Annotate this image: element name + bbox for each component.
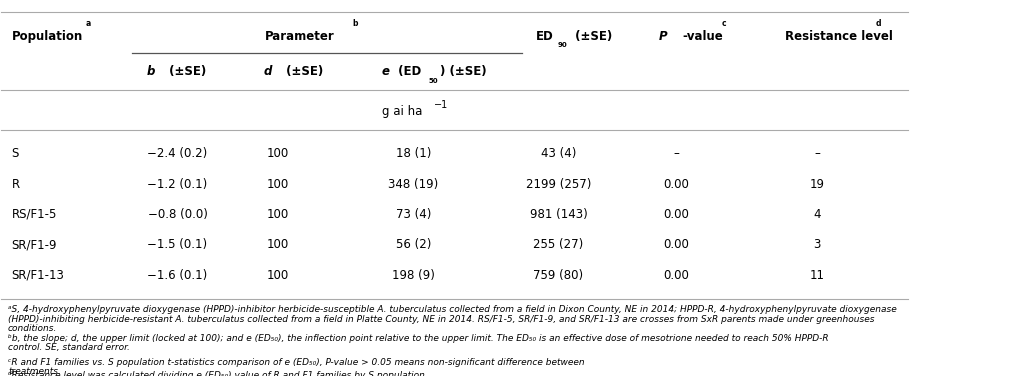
Text: d: d <box>264 65 272 78</box>
Text: P: P <box>658 30 668 42</box>
Text: 0.00: 0.00 <box>663 178 689 191</box>
Text: RS/F1-5: RS/F1-5 <box>11 208 57 221</box>
Text: −1.5 (0.1): −1.5 (0.1) <box>147 238 207 251</box>
Text: 11: 11 <box>810 268 824 282</box>
Text: -value: -value <box>683 30 723 42</box>
Text: 56 (2): 56 (2) <box>395 238 431 251</box>
Text: g ai ha: g ai ha <box>382 105 422 118</box>
Text: Population: Population <box>11 30 83 42</box>
Text: (±SE): (±SE) <box>165 65 206 78</box>
Text: SR/F1-9: SR/F1-9 <box>11 238 57 251</box>
Text: S: S <box>11 147 19 161</box>
Text: Parameter: Parameter <box>265 30 335 42</box>
Text: conditions.: conditions. <box>8 324 57 333</box>
Text: treatments.: treatments. <box>8 367 61 376</box>
Text: b: b <box>353 19 358 28</box>
Text: 981 (143): 981 (143) <box>529 208 587 221</box>
Text: b: b <box>146 65 154 78</box>
Text: a: a <box>86 19 91 28</box>
Text: e: e <box>382 65 389 78</box>
Text: ᵃS, 4-hydroxyphenylpyruvate dioxygenase (HPPD)-inhibitor herbicide-susceptible A: ᵃS, 4-hydroxyphenylpyruvate dioxygenase … <box>8 305 897 314</box>
Text: ᶜR and F1 families vs. S population t-statistics comparison of e (ED₅₀), P-value: ᶜR and F1 families vs. S population t-st… <box>8 358 584 367</box>
Text: –: – <box>674 147 680 161</box>
Text: 100: 100 <box>266 208 289 221</box>
Text: 348 (19): 348 (19) <box>388 178 439 191</box>
Text: 100: 100 <box>266 268 289 282</box>
Text: SR/F1-13: SR/F1-13 <box>11 268 64 282</box>
Text: d: d <box>876 19 882 28</box>
Text: 2199 (257): 2199 (257) <box>526 178 591 191</box>
Text: 19: 19 <box>810 178 824 191</box>
Text: −1.6 (0.1): −1.6 (0.1) <box>147 268 207 282</box>
Text: c: c <box>721 19 726 28</box>
Text: R: R <box>11 178 19 191</box>
Text: control. SE, standard error.: control. SE, standard error. <box>8 343 130 352</box>
Text: 100: 100 <box>266 147 289 161</box>
Text: 50: 50 <box>429 78 439 84</box>
Text: ) (±SE): ) (±SE) <box>440 65 487 78</box>
Text: ED: ED <box>535 30 554 42</box>
Text: (ED: (ED <box>394 65 422 78</box>
Text: 255 (27): 255 (27) <box>533 238 583 251</box>
Text: ᵈResistance level was calculated dividing e (ED₅₀) value of R and F1 families by: ᵈResistance level was calculated dividin… <box>8 371 428 376</box>
Text: −1: −1 <box>434 100 448 110</box>
Text: 100: 100 <box>266 238 289 251</box>
Text: 90: 90 <box>558 42 567 49</box>
Text: 198 (9): 198 (9) <box>392 268 435 282</box>
Text: −1.2 (0.1): −1.2 (0.1) <box>147 178 207 191</box>
Text: (HPPD)-inhibiting herbicide-resistant A. tuberculatus collected from a field in : (HPPD)-inhibiting herbicide-resistant A.… <box>8 315 875 324</box>
Text: (±SE): (±SE) <box>571 30 613 42</box>
Text: 100: 100 <box>266 178 289 191</box>
Text: 0.00: 0.00 <box>663 208 689 221</box>
Text: 18 (1): 18 (1) <box>395 147 431 161</box>
Text: –: – <box>814 147 820 161</box>
Text: 3: 3 <box>813 238 821 251</box>
Text: 43 (4): 43 (4) <box>541 147 576 161</box>
Text: (±SE): (±SE) <box>281 65 323 78</box>
Text: 73 (4): 73 (4) <box>395 208 431 221</box>
Text: −2.4 (0.2): −2.4 (0.2) <box>147 147 207 161</box>
Text: 0.00: 0.00 <box>663 268 689 282</box>
Text: ᵇb, the slope; d, the upper limit (locked at 100); and e (ED₅₀), the inflection : ᵇb, the slope; d, the upper limit (locke… <box>8 334 829 343</box>
Text: 759 (80): 759 (80) <box>533 268 583 282</box>
Text: −0.8 (0.0): −0.8 (0.0) <box>147 208 207 221</box>
Text: 0.00: 0.00 <box>663 238 689 251</box>
Text: Resistance level: Resistance level <box>785 30 893 42</box>
Text: 4: 4 <box>813 208 821 221</box>
